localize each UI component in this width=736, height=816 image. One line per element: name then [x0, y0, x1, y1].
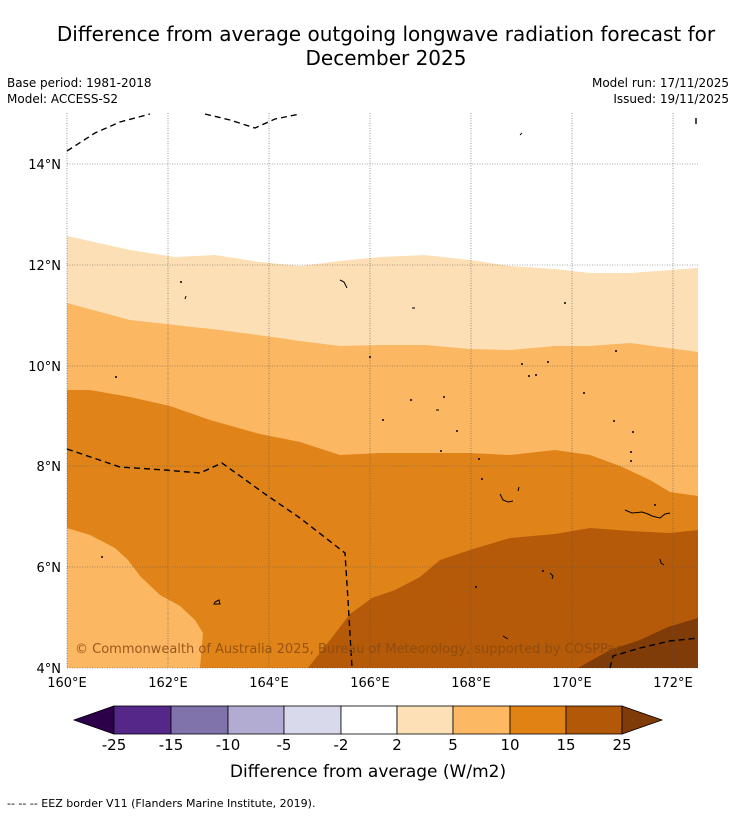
map-area	[67, 113, 698, 668]
island-dots	[101, 281, 656, 588]
x-tick-label: 164°E	[249, 676, 289, 691]
y-tick-label: 6°N	[37, 561, 62, 576]
colorbar-min-arrow	[72, 705, 115, 735]
x-tick-label: 170°E	[552, 676, 592, 691]
gridlines	[66, 113, 698, 669]
x-tick-label: 160°E	[47, 676, 87, 691]
y-tick-label: 10°N	[28, 360, 61, 375]
colorbar-segment	[113, 705, 172, 735]
colorbar-tick: -10	[215, 736, 241, 754]
eez-footnote: -- -- -- EEZ border V11 (Flanders Marine…	[7, 797, 316, 810]
colorbar-segment	[227, 705, 285, 735]
x-tick-label: 168°E	[451, 676, 491, 691]
colorbar-tick: 15	[556, 736, 576, 754]
meta-left: Base period: 1981-2018 Model: ACCESS-S2	[7, 75, 152, 107]
chart-title: Difference from average outgoing longwav…	[0, 22, 736, 70]
colorbar-segment	[340, 705, 398, 735]
base-period: Base period: 1981-2018	[7, 76, 152, 90]
colorbar-max-arrow	[621, 705, 664, 735]
colorbar-tick: -2	[333, 736, 349, 754]
islands	[184, 132, 671, 640]
x-tick-label: 172°E	[653, 676, 693, 691]
colorbar	[72, 705, 664, 735]
colorbar-tick: -25	[101, 736, 127, 754]
y-tick-label: 12°N	[28, 259, 61, 274]
x-axis-labels: 160°E 162°E 164°E 166°E 168°E 170°E 172°…	[47, 676, 693, 691]
colorbar-segment	[565, 705, 623, 735]
x-tick-label: 166°E	[350, 676, 390, 691]
x-tick-label: 162°E	[148, 676, 188, 691]
y-tick-label: 14°N	[28, 158, 61, 173]
title-line-1: Difference from average outgoing longwav…	[56, 22, 716, 46]
colorbar-tick: 10	[500, 736, 520, 754]
meta-right: Model run: 17/11/2025 Issued: 19/11/2025	[592, 75, 729, 107]
model-run: Model run: 17/11/2025	[591, 76, 729, 90]
band-5-10-lower-left	[67, 528, 203, 668]
y-axis-labels: 4°N 6°N 8°N 10°N 12°N 14°N	[28, 158, 61, 677]
colorbar-segment	[396, 705, 454, 735]
band-15-25	[308, 528, 698, 668]
issued-date: Issued: 19/11/2025	[613, 92, 729, 106]
title-line-2: December 2025	[305, 46, 467, 70]
colorbar-segment	[283, 705, 342, 735]
colorbar-tick: 5	[448, 736, 458, 754]
y-tick-label: 8°N	[37, 460, 62, 475]
model-name: Model: ACCESS-S2	[7, 92, 119, 106]
colorbar-title: Difference from average (W/m2)	[229, 762, 507, 782]
colorbar-segment	[509, 705, 567, 735]
eez-border	[66, 113, 699, 669]
colorbar-tick: 25	[612, 736, 632, 754]
colorbar-tick: -15	[158, 736, 184, 754]
colorbar-segment	[452, 705, 511, 735]
colorbar-tick: -5	[276, 736, 292, 754]
colorbar-tick: 2	[392, 736, 402, 754]
band-above-25	[578, 618, 698, 668]
colorbar-segment	[170, 705, 229, 735]
copyright-watermark: © Commonwealth of Australia 2025, Bureau…	[75, 642, 622, 657]
y-tick-label: 4°N	[37, 662, 62, 677]
